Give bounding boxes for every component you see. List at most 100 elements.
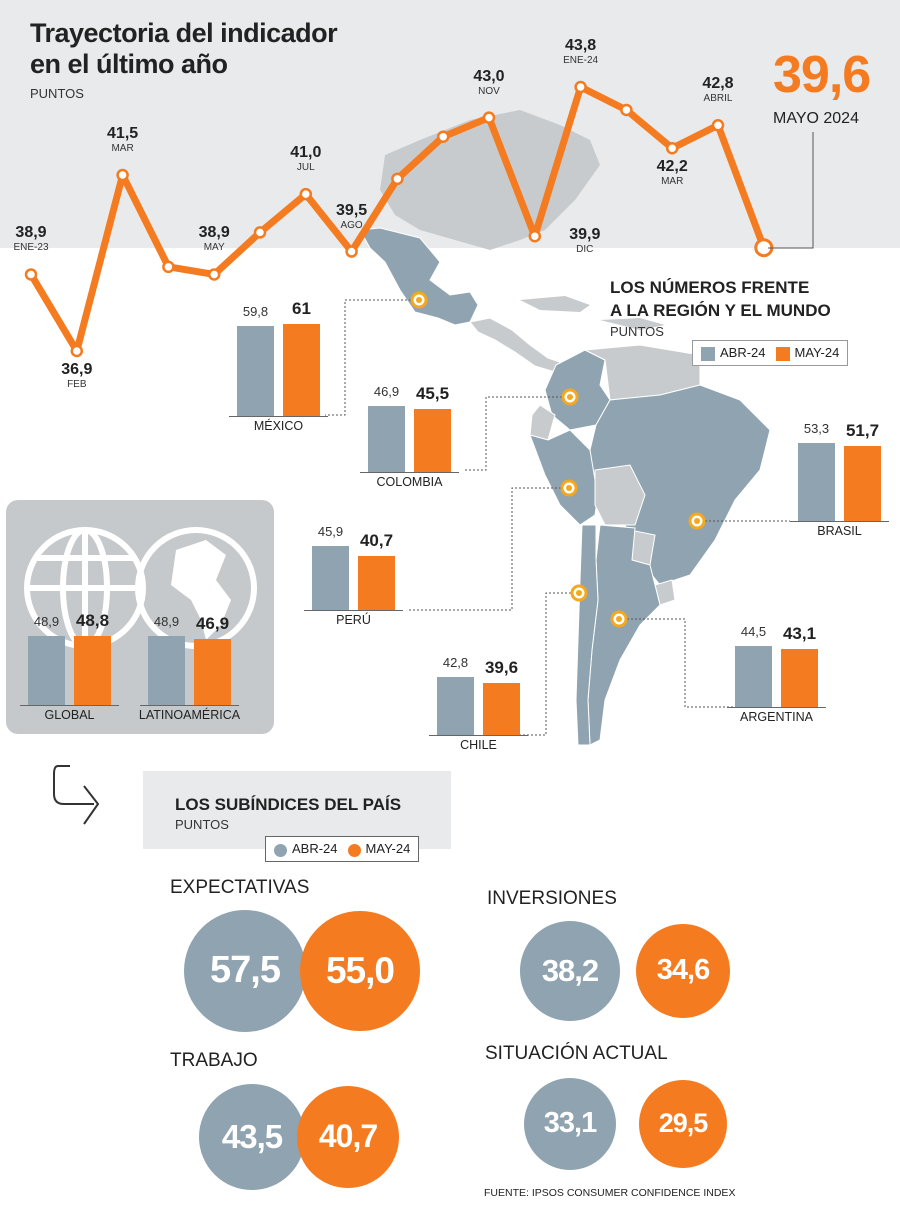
bar-baseline	[429, 735, 528, 736]
trend-point	[116, 168, 129, 182]
bar-abr	[437, 677, 474, 735]
bubble-abr: 33,1	[523, 1077, 617, 1171]
source-note: FUENTE: IPSOS CONSUMER CONFIDENCE INDEX	[484, 1187, 736, 1199]
bar-value-may: 61	[292, 298, 311, 318]
sub-legend-item-may: MAY-24	[347, 841, 410, 857]
subindex-label: EXPECTATIVAS	[170, 877, 310, 898]
legend-label-abr: ABR-24	[720, 345, 766, 361]
map-caribbean	[520, 296, 665, 330]
bar-value-may: 40,7	[359, 531, 394, 551]
current-connector	[768, 132, 814, 249]
trend-point	[436, 130, 450, 143]
trend-point-month: ENE-23	[13, 242, 49, 254]
title-line-1: Trayectoria del indicador	[30, 18, 338, 48]
trend-point	[207, 268, 221, 281]
arrow-icon	[53, 765, 100, 825]
bar-abr	[312, 546, 349, 610]
trend-point-month: DIC	[576, 244, 594, 256]
trend-point	[528, 229, 542, 243]
trend-point-value: 42,8	[702, 75, 734, 93]
trend-point-label: 39,9 DIC	[555, 226, 615, 255]
bubble-may-value: 55,0	[325, 949, 395, 991]
legend-label-may: MAY-24	[794, 345, 840, 361]
legend-item-may: MAY-24	[775, 345, 840, 361]
trend-point	[70, 344, 84, 358]
bar-value-abr: 46,9	[373, 384, 400, 400]
map-chile	[575, 524, 599, 746]
title-line-2: en el último año	[30, 49, 228, 79]
sub-legend-dot-abr	[274, 843, 287, 857]
subindices-legend: ABR-24 MAY-24	[265, 836, 420, 862]
trend-line-chart	[24, 80, 774, 358]
sub-legend-dot-may	[347, 843, 361, 857]
bar-may	[358, 556, 395, 610]
chart-title: Trayectoria del indicador en el último a…	[30, 18, 338, 80]
trend-point-label: 43,0 NOV	[459, 68, 519, 97]
leader-mexico	[325, 299, 419, 416]
trend-point-month: MAR	[661, 176, 684, 188]
trend-point-value: 43,0	[473, 67, 505, 85]
bar-abr	[237, 326, 274, 416]
bar-abr	[368, 406, 405, 472]
trend-point	[391, 172, 404, 186]
country-label: LATINOAMÉRICA	[138, 708, 241, 722]
bar-baseline	[140, 705, 239, 706]
bubble-may: 55,0	[300, 911, 420, 1031]
current-label: MAYO 2024	[773, 110, 859, 127]
leader-chile	[520, 592, 579, 736]
bubble-abr-value: 33,1	[543, 1107, 597, 1140]
bar-may	[74, 635, 111, 705]
leader-lines	[325, 299, 790, 736]
trend-point-label: 42,8 ABRIL	[688, 75, 748, 104]
bar-may	[483, 683, 520, 735]
bar-abr	[28, 635, 65, 705]
bar-may	[194, 639, 231, 705]
leader-colombia	[465, 396, 570, 471]
country-label: CHILE	[460, 738, 497, 752]
region-title-line-1: LOS NÚMEROS FRENTE	[610, 278, 810, 297]
trend-point	[574, 80, 587, 94]
trend-point-month: ENE-24	[563, 55, 599, 66]
bar-baseline	[229, 416, 328, 417]
trend-point	[162, 260, 175, 274]
bubble-abr-value: 57,5	[210, 949, 281, 992]
trend-point-value: 39,5	[336, 201, 368, 219]
country-label: MÉXICO	[253, 419, 304, 433]
bar-baseline	[304, 610, 403, 611]
leader-peru	[408, 487, 569, 611]
bubble-may: 34,6	[635, 923, 731, 1019]
trend-point	[299, 187, 313, 201]
bar-value-may: 45,5	[415, 384, 450, 404]
bar-value-may: 51,7	[845, 421, 880, 441]
bubble-may-value: 40,7	[318, 1118, 378, 1155]
legend-item-abr: ABR-24	[701, 345, 766, 361]
trend-point-label: 41,5 MAR	[93, 125, 153, 154]
trend-point	[665, 141, 679, 155]
leader-argentina	[619, 618, 735, 708]
bar-baseline	[727, 707, 826, 708]
bubble-may-value: 29,5	[658, 1108, 709, 1139]
bubble-abr: 38,2	[520, 921, 620, 1021]
bar-value-abr: 53,3	[803, 421, 830, 437]
trend-point-value: 42,2	[656, 158, 688, 176]
map-bolivia	[594, 464, 646, 526]
trend-point-value: 39,9	[569, 226, 601, 244]
bubble-may: 29,5	[639, 1080, 727, 1168]
trend-point-label: 42,2 MAR	[642, 158, 702, 187]
bar-value-abr: 44,5	[740, 623, 767, 639]
bubble-may: 40,7	[296, 1085, 400, 1189]
trend-point-label: 38,9 MAY	[184, 224, 244, 253]
trend-point	[482, 111, 496, 124]
bar-abr	[735, 645, 772, 707]
trend-point-value: 38,9	[15, 224, 47, 242]
bubble-may-value: 34,6	[656, 954, 710, 987]
bar-may	[283, 323, 320, 416]
country-label: BRASIL	[817, 524, 862, 538]
trend-point-month: AGO	[340, 219, 363, 231]
bar-abr	[798, 443, 835, 521]
trend-point-label: 43,8 ENE-24	[551, 37, 611, 66]
country-label: GLOBAL	[44, 708, 95, 722]
bar-abr	[148, 635, 185, 705]
